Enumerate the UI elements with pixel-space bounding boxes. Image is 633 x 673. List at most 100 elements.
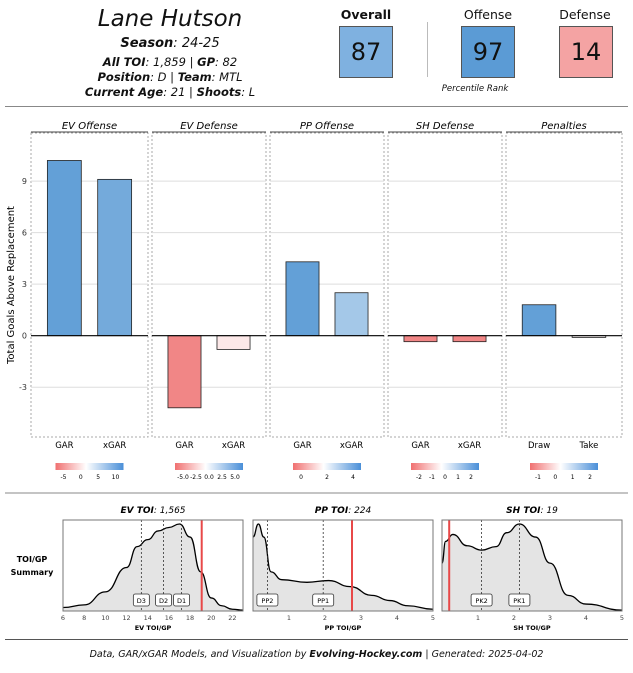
marker-badge <box>256 593 279 607</box>
marker-badge <box>155 593 172 607</box>
age-value: 21 <box>170 85 186 99</box>
footer-generated: | Generated: 2025-04-02 <box>422 649 544 660</box>
marker-label: D3 <box>137 597 146 605</box>
footer-prefix: Data, GAR/xGAR Models, and Visualization… <box>89 649 310 660</box>
marker-badge <box>508 593 531 607</box>
x-tick-label: 6 <box>61 614 65 622</box>
defense-rank-box: 14 <box>559 26 613 78</box>
marker-badge <box>470 593 493 607</box>
x-tick-label: GAR <box>293 441 311 451</box>
x-tick-label: 4 <box>584 614 588 622</box>
legend-tick: -2.5 <box>190 474 202 481</box>
toi-value: 1,859 <box>153 55 186 69</box>
legend-tick: 5 <box>96 474 100 481</box>
x-tick-label: 1 <box>287 614 291 622</box>
legend-tick: 0 <box>553 474 557 481</box>
x-tick-label: 16 <box>165 614 173 622</box>
density-panel-border <box>62 519 244 612</box>
x-tick-label: 2 <box>323 614 327 622</box>
legend-tick: -5 <box>61 474 67 481</box>
x-tick-label: 8 <box>82 614 86 622</box>
percentile-caption: Percentile Rank <box>441 84 509 94</box>
density-area <box>253 524 433 611</box>
y-tick-label: 6 <box>22 229 27 238</box>
shoots-value: L <box>248 85 256 99</box>
x-tick-label: xGAR <box>458 441 481 451</box>
marker-label: D2 <box>159 597 168 605</box>
x-tick-label: 5 <box>620 614 624 622</box>
x-axis-label: SH TOI/GP <box>513 624 550 632</box>
y-axis-label: Total Goals Above Replacement <box>6 206 17 365</box>
position-label: Position <box>97 70 151 84</box>
legend-tick: 2 <box>325 474 329 481</box>
panel-title: SH Defense <box>416 121 474 132</box>
x-tick-label: xGAR <box>222 441 245 451</box>
x-tick-label: 20 <box>207 614 215 622</box>
panel-border <box>30 132 149 438</box>
legend-tick: 5.0 <box>230 474 240 481</box>
offense-rank-box: 97 <box>461 26 515 78</box>
row-label: TOI/GP <box>17 555 48 564</box>
bar-xgar <box>334 292 369 337</box>
bar-gar <box>403 335 438 343</box>
toi-line: All TOI: 1,859 | GP: 82 <box>102 55 238 69</box>
row-label: Summary <box>11 568 54 577</box>
season-line: Season: 24-25 <box>120 36 220 51</box>
position-value: D <box>157 70 167 84</box>
x-tick-label: 4 <box>395 614 399 622</box>
overall-label: Overall <box>340 7 392 22</box>
legend-tick: 2 <box>588 474 592 481</box>
x-tick-label: 10 <box>101 614 109 622</box>
legend-tick: 0 <box>443 474 447 481</box>
density-area <box>442 524 622 611</box>
density-curve <box>62 523 244 611</box>
legend-tick: 2 <box>469 474 473 481</box>
marker-badge <box>173 593 190 607</box>
marker-label: PP2 <box>261 597 273 605</box>
x-tick-label: 12 <box>122 614 130 622</box>
bar-draw <box>521 304 557 337</box>
bar-xgar <box>216 335 251 350</box>
season-value: 24-25 <box>181 36 220 51</box>
x-tick-label: GAR <box>55 441 73 451</box>
density-curve <box>252 523 434 610</box>
marker-label: PK1 <box>513 597 525 605</box>
y-tick-label: 3 <box>22 280 27 289</box>
density-panel-border <box>441 519 623 612</box>
marker-badge <box>132 593 150 607</box>
footer-site: Evolving-Hockey.com <box>309 649 423 660</box>
legend-tick: -1 <box>535 474 541 481</box>
density-area <box>63 524 243 611</box>
bar-gar <box>285 261 320 337</box>
x-tick-label: 14 <box>144 614 152 622</box>
gp-value: 82 <box>222 55 238 69</box>
density-title: PP TOI: 224 <box>315 506 372 516</box>
team-label: Team <box>177 70 212 84</box>
bar-xgar <box>452 335 487 343</box>
color-legend <box>411 463 479 470</box>
footer: Data, GAR/xGAR Models, and Visualization… <box>0 649 633 660</box>
density-curve <box>441 523 623 611</box>
age-line: Current Age: 21 | Shoots: L <box>84 85 256 99</box>
y-tick-label: 0 <box>22 332 27 341</box>
x-tick-label: Draw <box>528 441 550 451</box>
x-tick-label: 22 <box>228 614 236 622</box>
x-tick-label: 18 <box>186 614 194 622</box>
x-tick-label: 1 <box>476 614 480 622</box>
bar-gar <box>167 335 202 409</box>
x-tick-label: Take <box>579 441 599 451</box>
bar-gar <box>46 160 82 337</box>
x-tick-label: GAR <box>411 441 429 451</box>
legend-tick: 0 <box>79 474 83 481</box>
x-tick-label: 3 <box>548 614 552 622</box>
divider <box>427 22 428 77</box>
panel-title: EV Defense <box>180 121 238 132</box>
legend-tick: 1 <box>456 474 460 481</box>
panel-border <box>387 132 503 438</box>
legend-tick: 0.0 <box>204 474 214 481</box>
bar-xgar <box>97 178 133 337</box>
x-tick-label: xGAR <box>340 441 363 451</box>
color-legend <box>293 463 361 470</box>
x-tick-label: 3 <box>359 614 363 622</box>
legend-tick: 10 <box>112 474 120 481</box>
